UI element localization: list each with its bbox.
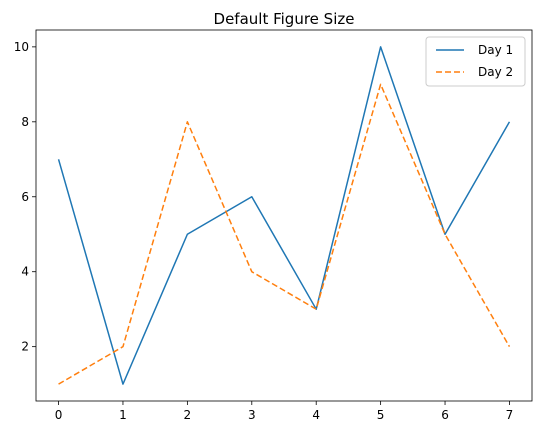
x-tick-label: 1 xyxy=(119,408,127,422)
y-tick-label: 4 xyxy=(21,265,29,279)
y-tick-label: 8 xyxy=(21,115,29,129)
x-tick-label: 2 xyxy=(184,408,192,422)
x-tick-label: 4 xyxy=(312,408,320,422)
series-line-day-1 xyxy=(57,46,511,385)
legend-label-day-1: Day 1 xyxy=(478,43,513,57)
x-axis-ticks: 0 1 2 3 4 5 6 7 xyxy=(55,401,514,422)
x-tick-label: 6 xyxy=(441,408,449,422)
legend-label-day-2: Day 2 xyxy=(478,65,513,79)
y-tick-label: 10 xyxy=(14,40,29,54)
x-tick-label: 3 xyxy=(248,408,256,422)
y-axis-ticks: 2 4 6 8 10 xyxy=(14,40,36,354)
plot-area xyxy=(36,30,532,401)
series-lines xyxy=(57,46,511,385)
legend: Day 1 Day 2 xyxy=(425,36,526,87)
plot-frame xyxy=(35,29,533,402)
y-tick-label: 2 xyxy=(21,340,29,354)
x-tick-label: 5 xyxy=(377,408,385,422)
y-tick-label: 6 xyxy=(21,190,29,204)
series-line-day-2 xyxy=(58,83,511,385)
x-tick-label: 7 xyxy=(506,408,514,422)
chart-title: Default Figure Size xyxy=(214,10,355,28)
x-tick-label: 0 xyxy=(55,408,63,422)
